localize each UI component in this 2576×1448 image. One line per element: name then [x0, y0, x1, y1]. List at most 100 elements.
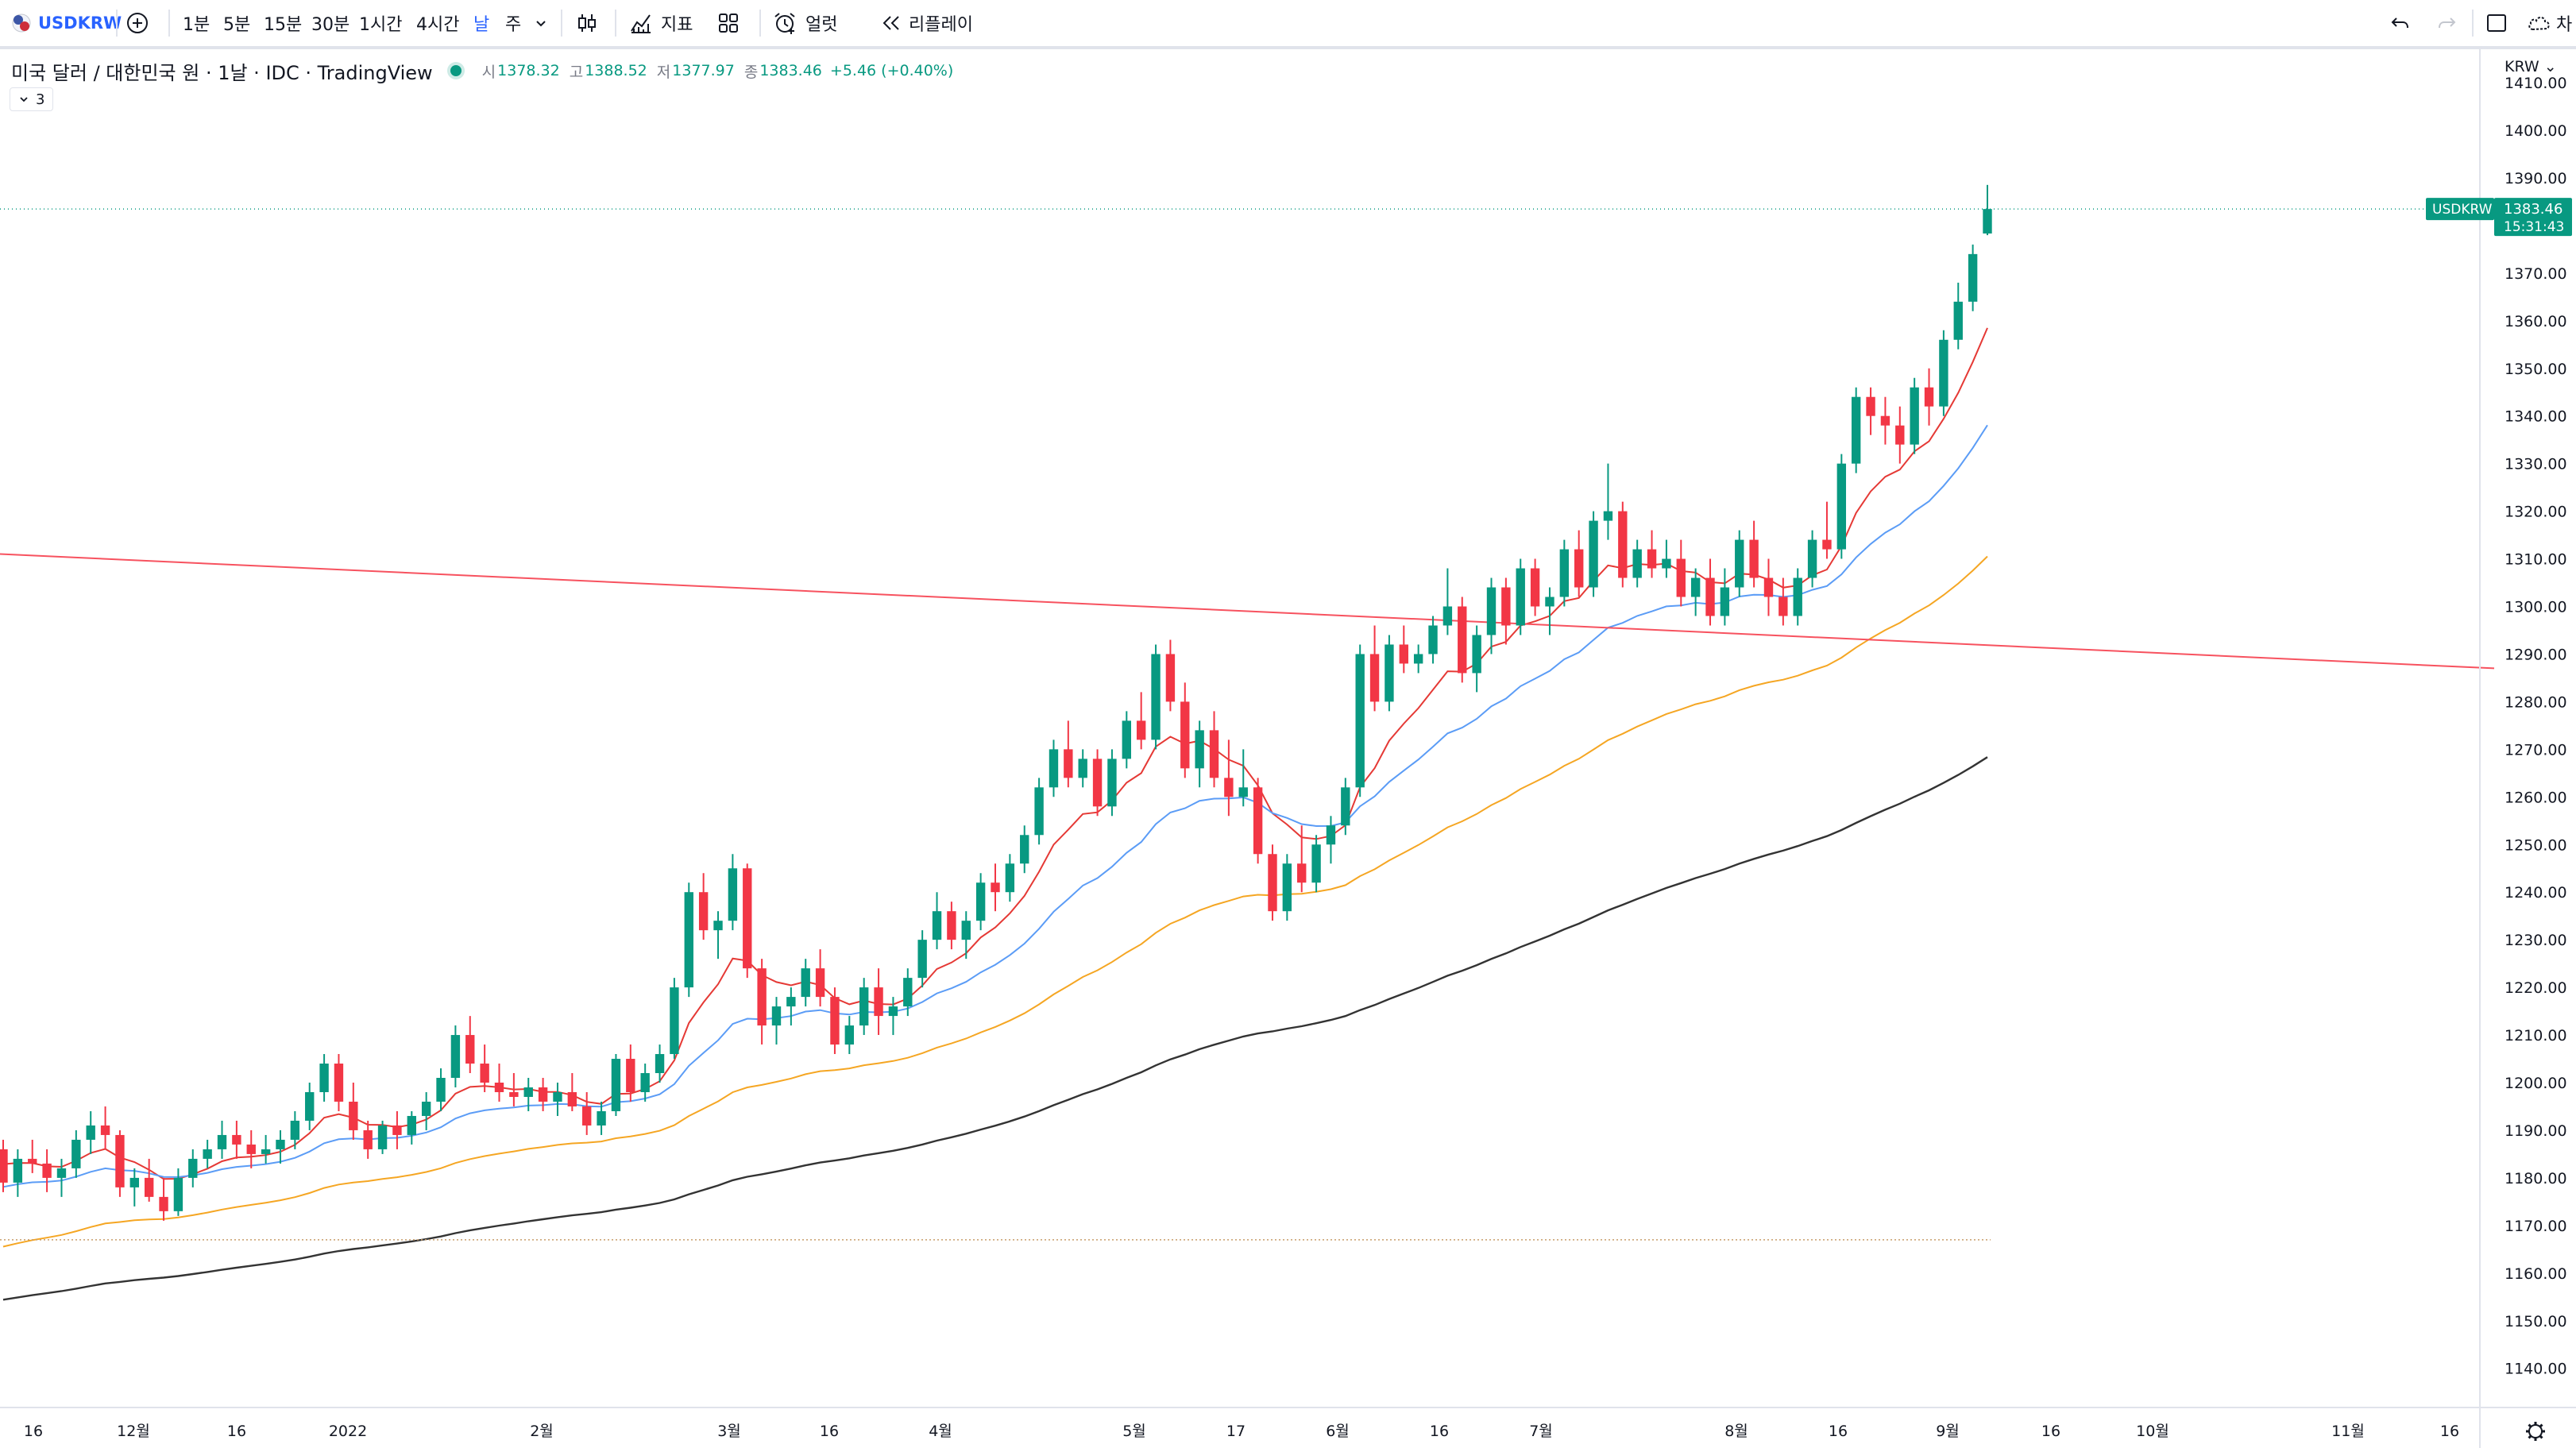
candle[interactable] — [597, 1101, 606, 1135]
candle[interactable] — [771, 997, 782, 1045]
candle[interactable] — [1413, 644, 1423, 674]
candle[interactable] — [932, 892, 942, 950]
templates-button[interactable] — [716, 0, 740, 46]
candle[interactable] — [1034, 778, 1044, 845]
candle[interactable] — [1238, 749, 1248, 807]
candle[interactable] — [1574, 530, 1584, 597]
candle[interactable] — [640, 1064, 650, 1102]
candle[interactable] — [1735, 530, 1744, 597]
replay-button[interactable]: 리플레이 — [880, 0, 973, 46]
candle[interactable] — [844, 1016, 855, 1055]
candle[interactable] — [1793, 568, 1802, 626]
candle[interactable] — [1165, 639, 1176, 712]
undo-button[interactable] — [2389, 0, 2412, 46]
candle[interactable] — [13, 1149, 23, 1197]
candle[interactable] — [1589, 511, 1598, 597]
candle[interactable] — [261, 1134, 271, 1164]
candle[interactable] — [1195, 720, 1204, 788]
candle[interactable] — [1516, 558, 1525, 635]
candle[interactable] — [1618, 501, 1628, 588]
candle[interactable] — [961, 911, 971, 960]
candle[interactable] — [713, 911, 723, 960]
candle[interactable] — [319, 1054, 329, 1102]
candle[interactable] — [1545, 587, 1554, 635]
candle[interactable] — [1224, 739, 1234, 817]
candle[interactable] — [246, 1129, 256, 1168]
candle[interactable] — [1501, 577, 1511, 645]
candle[interactable] — [1559, 539, 1570, 607]
candle[interactable] — [28, 1139, 37, 1173]
candle[interactable] — [1472, 625, 1481, 693]
candle[interactable] — [363, 1120, 373, 1159]
candle[interactable] — [450, 1025, 461, 1087]
candle[interactable] — [1020, 825, 1029, 874]
candle[interactable] — [947, 902, 956, 950]
candle[interactable] — [1209, 711, 1219, 788]
candle[interactable] — [290, 1110, 300, 1149]
candle[interactable] — [71, 1129, 81, 1178]
candle[interactable] — [975, 873, 986, 931]
interval-15m[interactable]: 15분 — [264, 15, 303, 35]
candle[interactable] — [1603, 463, 1613, 540]
candle[interactable] — [670, 978, 679, 1060]
candle[interactable] — [86, 1110, 95, 1154]
candle[interactable] — [465, 1016, 475, 1074]
candle[interactable] — [1676, 539, 1686, 607]
candle[interactable] — [1939, 330, 1948, 416]
candle[interactable] — [830, 987, 840, 1055]
candle[interactable] — [1924, 368, 1934, 426]
candle[interactable] — [129, 1168, 140, 1207]
candle[interactable] — [377, 1120, 388, 1154]
candle[interactable] — [1428, 616, 1438, 664]
candle[interactable] — [1778, 577, 1788, 626]
redo-button[interactable] — [2435, 0, 2458, 46]
candle[interactable] — [1253, 778, 1263, 864]
candle[interactable] — [917, 930, 927, 988]
interval-1w[interactable]: 주 — [505, 15, 522, 35]
candle[interactable] — [728, 854, 738, 931]
candle[interactable] — [1486, 577, 1497, 654]
candle[interactable] — [1355, 644, 1365, 797]
candle[interactable] — [801, 959, 810, 1007]
candle[interactable] — [1749, 520, 1759, 588]
candle[interactable] — [698, 873, 709, 940]
candle[interactable] — [305, 1083, 315, 1130]
candle[interactable] — [115, 1129, 125, 1197]
candle[interactable] — [859, 978, 869, 1036]
interval-1h[interactable]: 1시간 — [359, 15, 403, 35]
candle[interactable] — [494, 1064, 504, 1102]
legend-title[interactable]: 미국 달러 / 대한민국 원 · 1날 · IDC · TradingView — [11, 61, 433, 84]
candle[interactable] — [480, 1044, 489, 1092]
interval-5m[interactable]: 5분 — [223, 15, 251, 35]
candlestick-series[interactable] — [0, 184, 1992, 1221]
interval-1d[interactable]: 날 — [473, 15, 490, 35]
candle[interactable] — [421, 1091, 431, 1130]
candle[interactable] — [582, 1091, 592, 1135]
layout-button[interactable] — [2485, 0, 2508, 46]
candle[interactable] — [144, 1158, 154, 1202]
candle[interactable] — [1880, 396, 1890, 445]
candle[interactable] — [1968, 244, 1978, 311]
candle[interactable] — [1953, 282, 1963, 349]
candle[interactable] — [888, 997, 898, 1036]
interval-dropdown[interactable] — [534, 0, 548, 46]
candle[interactable] — [1326, 816, 1336, 864]
candle[interactable] — [1385, 635, 1394, 712]
candle[interactable] — [1720, 568, 1730, 626]
candle[interactable] — [1983, 184, 1992, 236]
candle[interactable] — [626, 1044, 635, 1102]
candle[interactable] — [655, 1044, 665, 1083]
candle[interactable] — [1851, 387, 1861, 473]
candle[interactable] — [1647, 530, 1657, 578]
candle[interactable] — [1369, 625, 1380, 712]
candle[interactable] — [1690, 568, 1701, 616]
candle[interactable] — [42, 1149, 52, 1192]
candle[interactable] — [1632, 539, 1642, 588]
candle[interactable] — [1122, 711, 1132, 769]
candle[interactable] — [159, 1177, 168, 1221]
candle[interactable] — [56, 1158, 67, 1197]
candle[interactable] — [0, 1139, 8, 1192]
candle[interactable] — [1763, 558, 1774, 616]
candle[interactable] — [1662, 539, 1671, 578]
